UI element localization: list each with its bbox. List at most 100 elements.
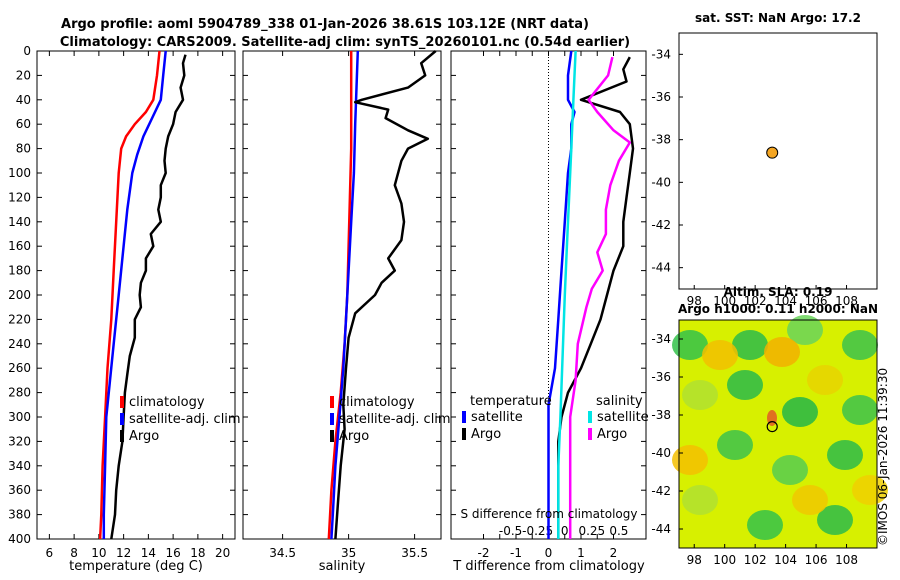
x-tick-label: 106 <box>805 553 828 567</box>
sla-patch <box>772 455 808 485</box>
legend-label: satellite-adj. clim <box>339 412 451 427</box>
sla-patch <box>682 485 718 515</box>
y-tick-label: 400 <box>8 532 31 546</box>
series-t-satellite <box>547 50 576 539</box>
series-argo <box>334 50 437 540</box>
y-tick-label: 20 <box>16 68 31 82</box>
x-tick-label: 18 <box>190 546 205 560</box>
y-tick-label: 240 <box>8 337 31 351</box>
sla-patch <box>817 505 853 535</box>
x-tick-label: 104 <box>774 294 797 308</box>
legend-label: Argo <box>339 429 369 444</box>
map2-title1: Altim. SLA: 0.19 <box>724 285 833 299</box>
sst-map-axes <box>678 32 878 290</box>
y-tick-label: 140 <box>8 215 31 229</box>
y-tick-label: -44 <box>651 522 671 536</box>
sla-patch <box>764 337 800 367</box>
legend-label: satellite-adj. clim <box>129 412 241 427</box>
y-tick-label: 160 <box>8 239 31 253</box>
legend-label: Argo <box>129 429 159 444</box>
x-tick-label: 20 <box>215 546 230 560</box>
series-argo <box>110 54 187 540</box>
legend-label: satellite <box>597 410 649 425</box>
map1-title: sat. SST: NaN Argo: 17.2 <box>695 11 861 25</box>
x-tick-label: 100 <box>713 553 736 567</box>
legend-header: salinity <box>596 394 643 409</box>
sla-patch <box>782 397 818 427</box>
y-tick-label: 80 <box>16 142 31 156</box>
y-tick-label: 220 <box>8 312 31 326</box>
y-tick-label: 100 <box>8 166 31 180</box>
y-tick-label: -44 <box>651 261 671 275</box>
y-tick-label: 360 <box>8 483 31 497</box>
x-tick-label: 6 <box>46 546 54 560</box>
x-tick-label: -2 <box>478 546 490 560</box>
y-tick-label: 280 <box>8 386 31 400</box>
legend-swatch <box>330 413 334 425</box>
sla-patch <box>732 330 768 360</box>
x-tick-label: 102 <box>744 553 767 567</box>
series-satellite-adj-clim <box>102 50 167 539</box>
series-climatology <box>98 50 161 540</box>
top-tick-label: 0.25 <box>578 524 605 538</box>
y-tick-label: 300 <box>8 410 31 424</box>
x-tick-label: 98 <box>687 294 702 308</box>
legend-label: climatology <box>339 395 415 410</box>
y-tick-label: -40 <box>651 175 671 189</box>
x-tick-label: 14 <box>141 546 156 560</box>
legend-swatch <box>462 411 466 423</box>
x-tick-label: 16 <box>165 546 180 560</box>
argo-location-marker <box>766 146 779 159</box>
sla-patch <box>852 475 888 505</box>
sla-frame <box>678 319 878 549</box>
sla-patch <box>717 430 753 460</box>
top-tick-label: -0.5 <box>499 524 522 538</box>
title-line2: Climatology: CARS2009. Satellite-adj cli… <box>60 35 630 50</box>
x-tick-label: 8 <box>70 546 78 560</box>
series-s-satellite <box>557 50 577 539</box>
sla-patch <box>702 340 738 370</box>
sla-patch <box>842 330 878 360</box>
y-tick-label: -34 <box>651 47 671 61</box>
x-tick-label: 108 <box>835 553 858 567</box>
series-satellite-adj-clim <box>330 50 360 540</box>
sdiff-xlabel: S difference from climatology <box>461 507 638 521</box>
sst-map-plot: 98 100 102 104 106 108 -34 -36 -38 -40 -42 -44 <box>651 47 858 308</box>
y-tick-label: -40 <box>651 446 671 460</box>
temperature-axes <box>36 50 236 540</box>
legend-swatch <box>588 428 592 440</box>
sla-map-plot: 98 100 102 104 106 108 -34 -36 -38 -40 -42 -44 <box>651 315 888 567</box>
y-tick-label: -42 <box>651 218 671 232</box>
sla-patch <box>807 365 843 395</box>
x-tick-label: 2 <box>610 546 618 560</box>
sla-patch <box>842 395 878 425</box>
x-tick-label: 100 <box>713 294 736 308</box>
top-tick-label: -0.25 <box>522 524 553 538</box>
sla-patch <box>727 370 763 400</box>
y-tick-label: -38 <box>651 408 671 422</box>
x-tick-label: 0 <box>545 546 553 560</box>
sla-patch <box>672 330 708 360</box>
map2-title2: Argo h1000: 0.11 h2000: NaN <box>678 302 878 316</box>
series-s-argo <box>568 56 632 539</box>
x-tick-label: 108 <box>835 294 858 308</box>
legend-label: Argo <box>471 427 501 442</box>
x-tick-label: 106 <box>805 294 828 308</box>
argo-location-marker <box>766 420 778 433</box>
x-tick-label: 12 <box>116 546 131 560</box>
salinity-xlabel: salinity <box>319 559 366 574</box>
x-tick-label: 104 <box>774 553 797 567</box>
x-tick-label: 34.5 <box>269 546 296 560</box>
sla-patch <box>792 485 828 515</box>
x-tick-label: 98 <box>687 553 702 567</box>
legend-swatch <box>120 430 124 442</box>
x-tick-label: 10 <box>91 546 106 560</box>
y-tick-label: 260 <box>8 361 31 375</box>
y-tick-label: 380 <box>8 508 31 522</box>
sla-patch <box>747 510 783 540</box>
legend-swatch <box>588 411 592 423</box>
salinity-axes <box>242 50 442 540</box>
legend-swatch <box>330 430 334 442</box>
top-tick-label: 0 <box>561 524 569 538</box>
